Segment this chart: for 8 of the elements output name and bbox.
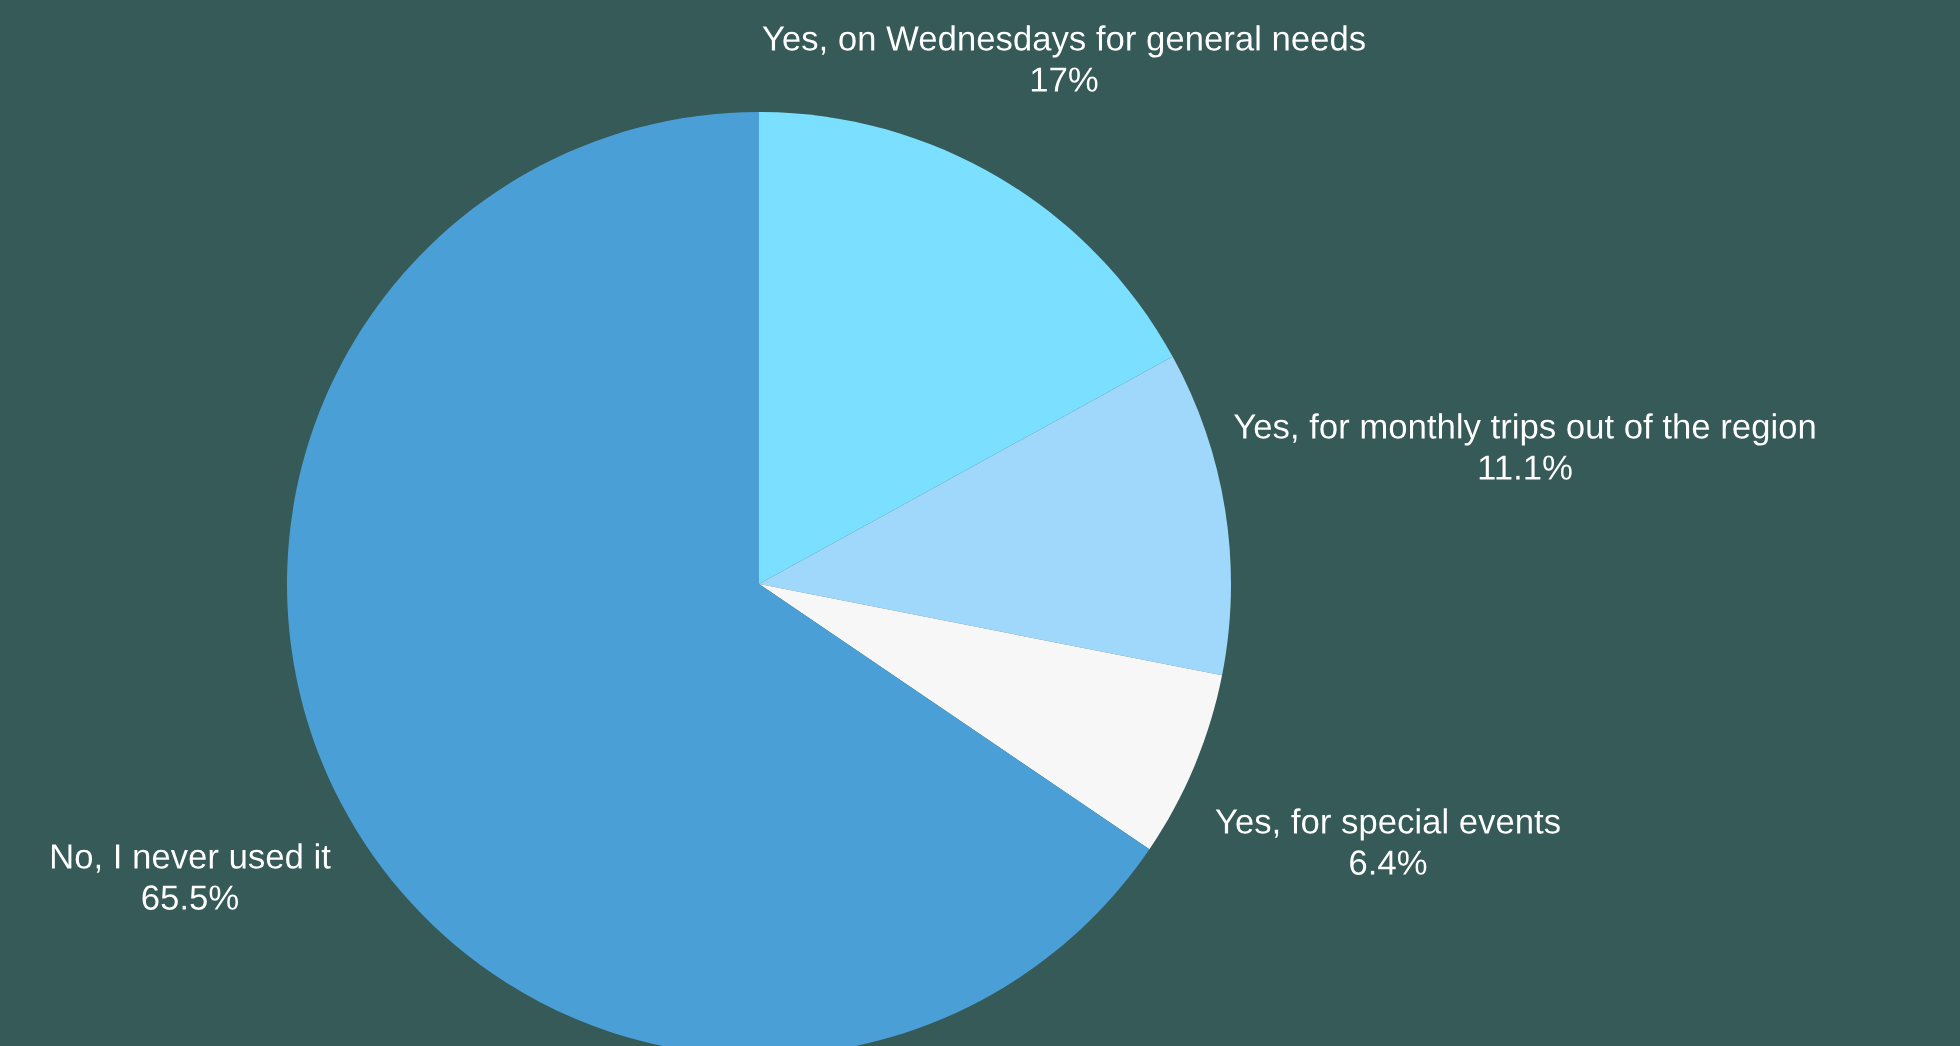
data-label: 65.5% <box>142 885 238 910</box>
data-label: 6.4% <box>1350 850 1427 875</box>
slice-label: Yes, for special events <box>1215 808 1560 841</box>
data-label: 17% <box>1031 67 1098 92</box>
slice-label: Yes, on Wednesdays for general needs <box>762 25 1365 58</box>
slice-label: No, I never used it <box>51 843 331 873</box>
slice-label: Yes, for monthly trips out of the region <box>1234 413 1815 446</box>
data-label: 11.1% <box>1479 455 1572 480</box>
